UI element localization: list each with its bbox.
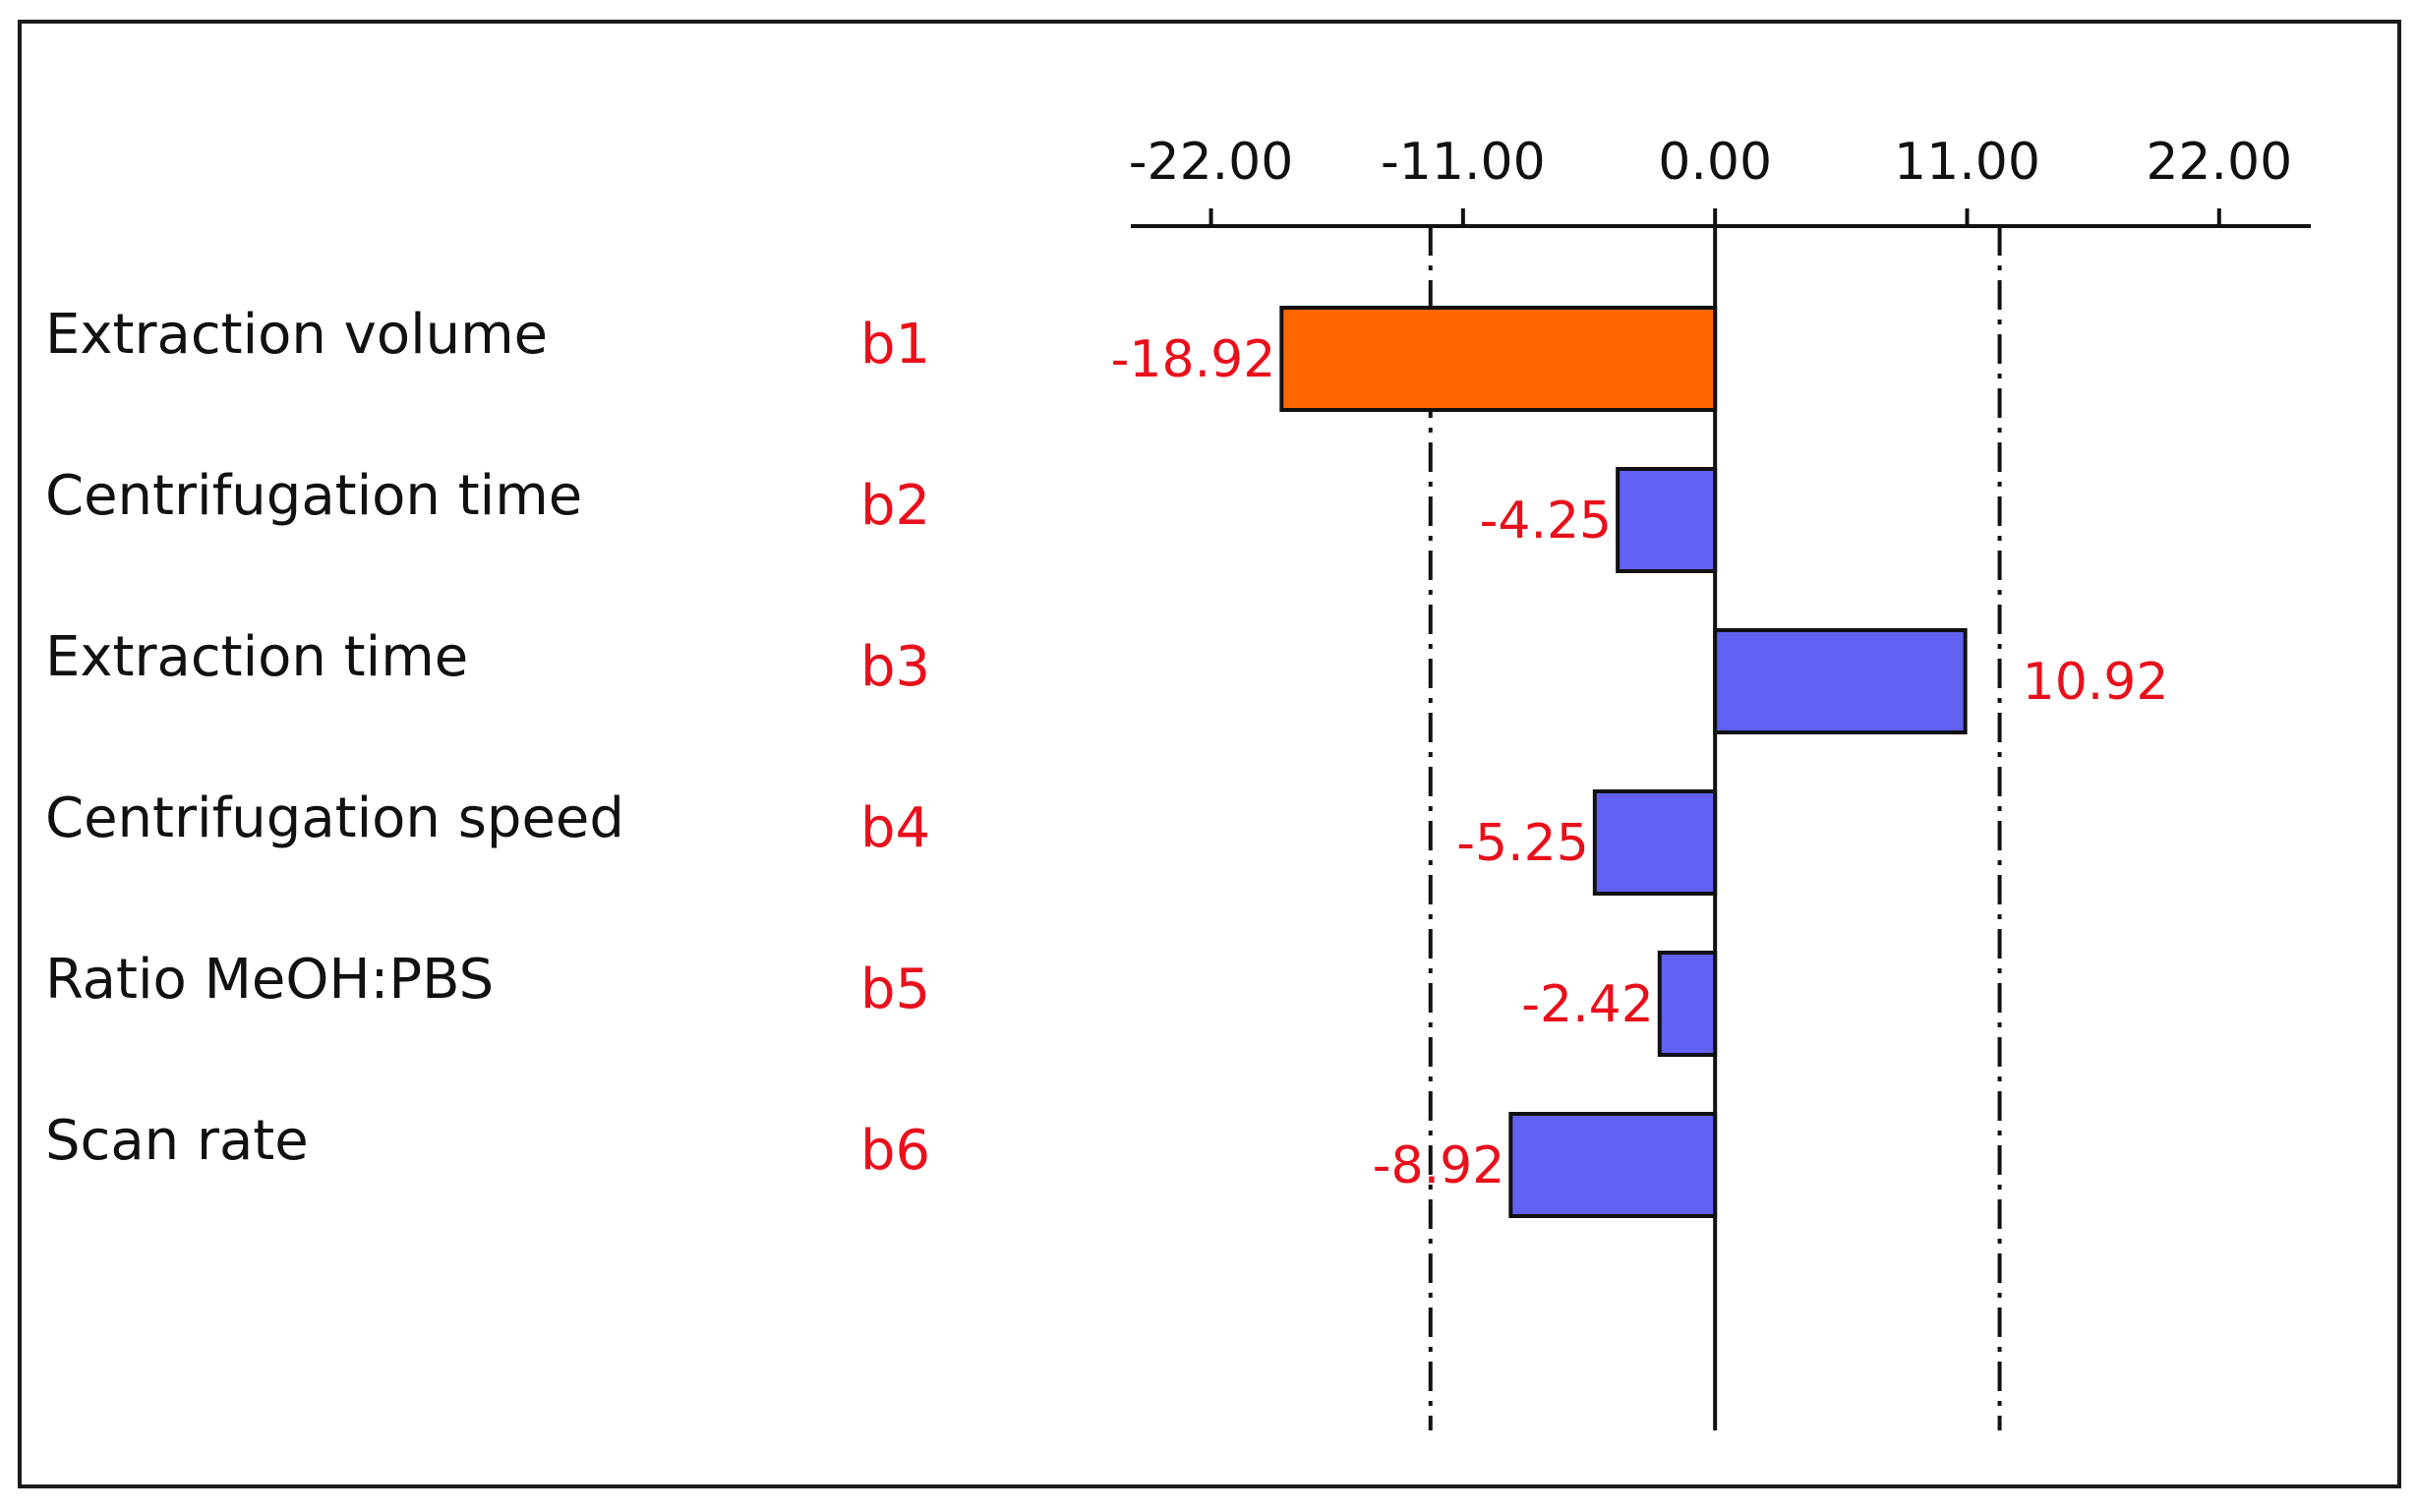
value-label-b6: -8.92 <box>1373 1136 1505 1195</box>
factor-label-b5: Ratio MeOH:PBS <box>45 948 494 1012</box>
code-label-b3: b3 <box>860 635 930 699</box>
bar-b4 <box>1592 789 1718 896</box>
bar-b6 <box>1508 1112 1718 1218</box>
value-label-b4: -5.25 <box>1456 814 1589 873</box>
row-labels: Extraction volume b1 Centrifugation time b2… <box>45 303 930 1183</box>
factor-label-b3: Extraction time <box>45 625 468 689</box>
factor-label-b2: Centrifugation time <box>45 464 582 528</box>
value-label-b2: -4.25 <box>1480 492 1613 551</box>
bar-b2 <box>1616 467 1718 573</box>
value-label-b1: -18.92 <box>1111 330 1276 389</box>
bar-b5 <box>1657 951 1718 1057</box>
value-label-b5: -2.42 <box>1521 975 1654 1034</box>
factor-label-b6: Scan rate <box>45 1109 309 1173</box>
code-label-b1: b1 <box>860 313 930 377</box>
bars: -18.92 -4.25 10.92 -5.25 -2.42 -8.92 <box>1111 306 2169 1218</box>
x-tick-label: -22.00 <box>1129 133 1294 192</box>
factor-label-b1: Extraction volume <box>45 303 548 367</box>
code-label-b2: b2 <box>860 474 930 538</box>
code-label-b6: b6 <box>860 1119 930 1183</box>
x-tick-label: -11.00 <box>1381 133 1546 192</box>
value-label-b3: 10.92 <box>2023 653 2169 712</box>
x-tick-label: 11.00 <box>1894 133 2040 192</box>
bar-b1 <box>1279 306 1718 412</box>
bar-b3 <box>1713 628 1968 734</box>
code-label-b5: b5 <box>860 958 930 1021</box>
code-label-b4: b4 <box>860 796 930 860</box>
significance-limit-lines <box>1428 226 2002 1430</box>
x-axis-ticks: -22.00 -11.00 0.00 11.00 22.00 <box>1129 133 2292 226</box>
x-tick-label: 0.00 <box>1658 133 1772 192</box>
factor-label-b4: Centrifugation speed <box>45 786 624 850</box>
x-tick-label: 22.00 <box>2146 133 2292 192</box>
chart-frame <box>18 20 2401 1488</box>
